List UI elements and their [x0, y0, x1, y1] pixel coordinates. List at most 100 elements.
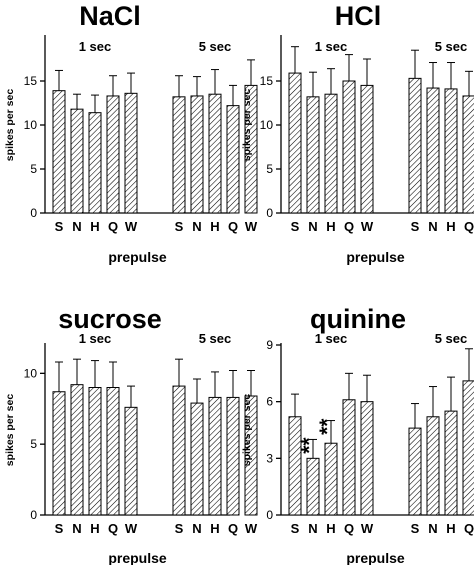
category-label: N — [308, 219, 317, 234]
panel-title: quinine — [310, 304, 406, 334]
x-axis-label: prepulse — [346, 249, 405, 265]
bar-W — [124, 92, 138, 214]
group-label: 5 sec — [435, 331, 468, 346]
category-label: N — [428, 521, 437, 536]
category-label: Q — [228, 521, 238, 536]
bar-N — [426, 87, 440, 214]
y-tick-label: 3 — [266, 451, 273, 465]
category-label: S — [291, 521, 300, 536]
category-label: H — [90, 521, 99, 536]
bar-Q — [106, 95, 120, 214]
y-axis-label: spikes per sec — [4, 394, 16, 467]
group-label: 5 sec — [435, 39, 468, 54]
bar-S — [52, 391, 66, 516]
bar-W — [244, 395, 258, 516]
panel-title: sucrose — [58, 304, 162, 334]
bar-H — [88, 112, 102, 214]
group-label: 5 sec — [199, 39, 232, 54]
bar-N — [306, 96, 320, 214]
bar-W — [360, 401, 374, 516]
bar-H — [444, 410, 458, 516]
y-tick-label: 10 — [24, 366, 38, 380]
category-label: N — [72, 521, 81, 536]
y-axis-label: spikes per sec — [4, 89, 16, 162]
category-label: W — [361, 521, 374, 536]
bar-N — [306, 457, 320, 516]
bar-Q — [342, 399, 356, 516]
category-label: H — [326, 521, 335, 536]
category-label: H — [90, 219, 99, 234]
significance-annotation: ** — [316, 418, 339, 435]
y-tick-label: 0 — [266, 508, 273, 522]
category-label: Q — [344, 521, 354, 536]
category-label: S — [175, 521, 184, 536]
bar-N — [70, 384, 84, 516]
bar-Q — [342, 80, 356, 214]
category-label: H — [210, 219, 219, 234]
bar-W — [244, 84, 258, 214]
bar-S — [288, 416, 302, 516]
bar-W — [124, 406, 138, 516]
y-tick-label: 5 — [266, 162, 273, 176]
bar-S — [172, 96, 186, 214]
category-label: Q — [464, 219, 474, 234]
y-tick-label: 9 — [266, 338, 273, 352]
category-label: N — [192, 521, 201, 536]
category-label: N — [192, 219, 201, 234]
group-label: 1 sec — [79, 331, 112, 346]
category-label: Q — [464, 521, 474, 536]
bar-S — [408, 427, 422, 516]
bar-N — [70, 108, 84, 214]
y-axis-label: spikes per sec — [241, 394, 253, 467]
bar-Q — [226, 105, 240, 214]
y-tick-label: 10 — [24, 118, 38, 132]
category-label: Q — [108, 521, 118, 536]
category-label: W — [361, 219, 374, 234]
group-label: 1 sec — [79, 39, 112, 54]
category-label: Q — [344, 219, 354, 234]
group-label: 1 sec — [315, 331, 348, 346]
category-label: H — [446, 521, 455, 536]
y-tick-label: 5 — [30, 437, 37, 451]
category-label: S — [411, 521, 420, 536]
significance-annotation: ** — [298, 437, 321, 454]
bar-Q — [462, 95, 474, 214]
bar-H — [324, 442, 338, 516]
bar-N — [190, 95, 204, 214]
category-label: W — [125, 521, 138, 536]
category-label: N — [308, 521, 317, 536]
y-tick-label: 15 — [260, 74, 274, 88]
panel-title: NaCl — [79, 1, 141, 31]
category-label: Q — [228, 219, 238, 234]
category-label: H — [210, 521, 219, 536]
group-label: 5 sec — [199, 331, 232, 346]
bar-H — [88, 387, 102, 516]
bar-H — [444, 88, 458, 214]
y-tick-label: 0 — [266, 206, 273, 220]
bar-Q — [106, 387, 120, 516]
y-tick-label: 5 — [30, 162, 37, 176]
bar-W — [360, 84, 374, 214]
category-label: S — [291, 219, 300, 234]
y-tick-label: 0 — [30, 508, 37, 522]
category-label: N — [72, 219, 81, 234]
category-label: W — [245, 521, 258, 536]
y-axis-label: spikes per sec — [241, 89, 253, 162]
category-label: S — [55, 521, 64, 536]
x-axis-label: prepulse — [108, 550, 167, 565]
bar-S — [408, 77, 422, 214]
category-label: N — [428, 219, 437, 234]
x-axis-label: prepulse — [108, 249, 167, 265]
group-label: 1 sec — [315, 39, 348, 54]
category-label: S — [55, 219, 64, 234]
y-tick-label: 0 — [30, 206, 37, 220]
y-tick-label: 15 — [24, 74, 38, 88]
bar-N — [426, 416, 440, 516]
category-label: H — [446, 219, 455, 234]
category-label: H — [326, 219, 335, 234]
bar-H — [208, 396, 222, 516]
